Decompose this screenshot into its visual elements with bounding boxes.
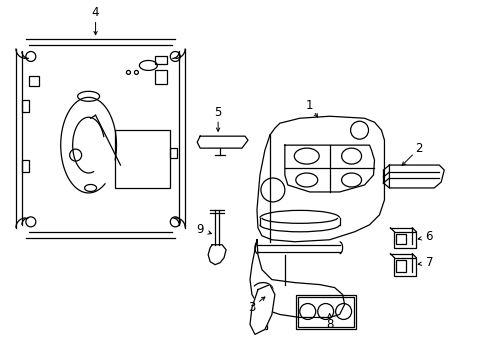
Text: 4: 4 (92, 6, 99, 19)
Bar (22, 100, 29, 112)
Text: 9: 9 (196, 223, 203, 236)
Bar (22, 160, 29, 172)
Bar (256, 319, 266, 329)
Text: 1: 1 (305, 99, 313, 112)
Bar (155, 71, 167, 84)
Bar (295, 294, 355, 329)
Text: 2: 2 (415, 141, 422, 155)
Bar (396, 260, 406, 272)
Bar (115, 130, 170, 188)
Text: 5: 5 (214, 106, 222, 119)
Bar (394, 258, 415, 276)
Polygon shape (388, 165, 443, 188)
Bar (396, 234, 406, 244)
Bar (297, 297, 353, 328)
Bar (170, 148, 177, 158)
Text: 3: 3 (248, 301, 255, 314)
Bar (29, 76, 39, 86)
Text: 8: 8 (325, 318, 333, 331)
Polygon shape (197, 136, 247, 148)
Bar (155, 57, 167, 64)
Polygon shape (249, 285, 274, 334)
Text: 6: 6 (425, 230, 432, 243)
Bar (394, 232, 415, 248)
Text: 7: 7 (425, 256, 432, 269)
